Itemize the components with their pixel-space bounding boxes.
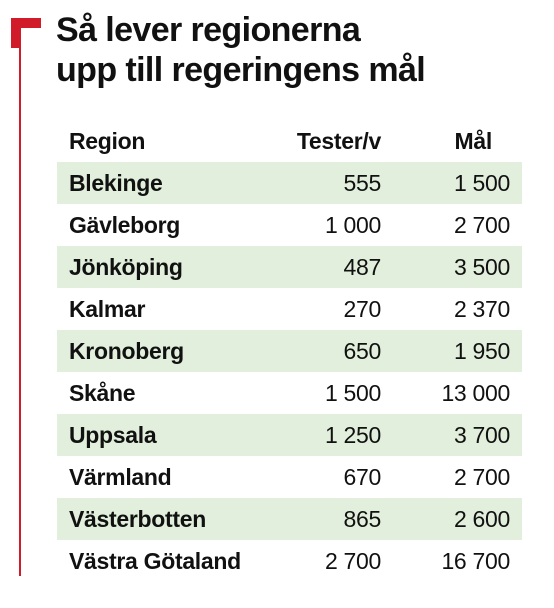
tests-value: 270 bbox=[343, 296, 382, 322]
goal-value: 1 500 bbox=[453, 170, 510, 196]
region-name: Kalmar bbox=[69, 296, 146, 322]
table-row: Kalmar 270 2 370 bbox=[57, 288, 522, 330]
region-name: Västerbotten bbox=[69, 506, 206, 532]
table-row: Värmland 670 2 700 bbox=[57, 456, 522, 498]
region-name: Gävleborg bbox=[69, 212, 181, 238]
table-row: Uppsala 1 250 3 700 bbox=[57, 414, 522, 456]
region-name: Värmland bbox=[69, 464, 172, 490]
table-header-row: Region Tester/v Mål bbox=[57, 120, 522, 162]
region-name: Jönköping bbox=[69, 254, 183, 280]
tests-value: 555 bbox=[343, 170, 382, 196]
header-tests: Tester/v bbox=[296, 128, 381, 154]
goal-value: 3 500 bbox=[453, 254, 510, 280]
table-row: Västerbotten 865 2 600 bbox=[57, 498, 522, 540]
table-row: Skåne 1 500 13 000 bbox=[57, 372, 522, 414]
tests-value: 650 bbox=[343, 338, 382, 364]
goal-value: 2 700 bbox=[453, 212, 510, 238]
region-table: Region Tester/v Mål Blekinge 555 1 500 G… bbox=[57, 120, 522, 582]
goal-value: 2 600 bbox=[453, 506, 510, 532]
goal-value: 2 700 bbox=[453, 464, 510, 490]
tests-value: 2 700 bbox=[324, 548, 381, 574]
header-region: Region bbox=[69, 128, 146, 154]
region-name: Uppsala bbox=[69, 422, 157, 448]
goal-value: 2 370 bbox=[453, 296, 510, 322]
header-goal: Mål bbox=[454, 128, 493, 154]
region-name: Skåne bbox=[69, 380, 136, 406]
title-line-1: Så lever regionerna bbox=[56, 11, 361, 49]
table-row: Jönköping 487 3 500 bbox=[57, 246, 522, 288]
goal-value: 13 000 bbox=[441, 380, 510, 406]
table-row: Blekinge 555 1 500 bbox=[57, 162, 522, 204]
table-row: Gävleborg 1 000 2 700 bbox=[57, 204, 522, 246]
tests-value: 487 bbox=[343, 254, 382, 280]
tests-value: 1 500 bbox=[324, 380, 381, 406]
tests-value: 1 000 bbox=[324, 212, 381, 238]
page-title: Så lever regionerna upp till regeringens… bbox=[56, 10, 536, 90]
accent-rule bbox=[19, 36, 21, 576]
goal-value: 1 950 bbox=[453, 338, 510, 364]
corner-bracket-icon bbox=[11, 18, 41, 48]
table-row: Kronoberg 650 1 950 bbox=[57, 330, 522, 372]
title-line-2: upp till regeringens mål bbox=[56, 51, 426, 89]
region-name: Blekinge bbox=[69, 170, 163, 196]
tests-value: 670 bbox=[343, 464, 382, 490]
tests-value: 865 bbox=[343, 506, 382, 532]
tests-value: 1 250 bbox=[324, 422, 381, 448]
region-name: Västra Götaland bbox=[69, 548, 241, 574]
region-name: Kronoberg bbox=[69, 338, 184, 364]
goal-value: 16 700 bbox=[441, 548, 510, 574]
goal-value: 3 700 bbox=[453, 422, 510, 448]
table-row: Västra Götaland 2 700 16 700 bbox=[57, 540, 522, 582]
